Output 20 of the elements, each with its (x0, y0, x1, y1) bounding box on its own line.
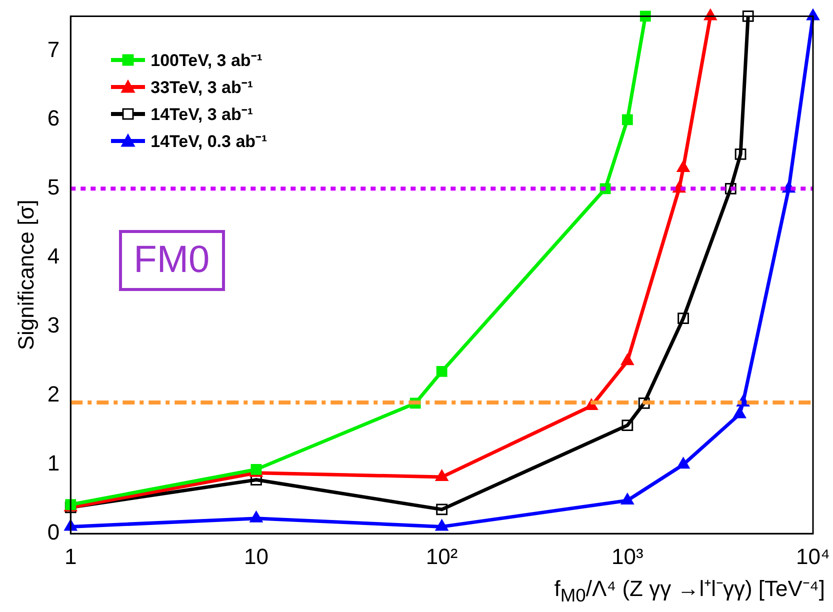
legend-label: 100TeV, 3 ab⁻¹ (150, 50, 262, 72)
y-tick-label: 0 (47, 520, 60, 545)
y-tick-label: 1 (47, 450, 60, 476)
y-tick-label: 6 (47, 106, 60, 131)
x-tick-label: 10 (244, 544, 268, 569)
y-axis-title: Significance [σ] (13, 200, 38, 350)
x-tick-label: 10³ (612, 544, 644, 569)
x-tick-label: 10⁴ (796, 544, 830, 569)
y-tick-label: 4 (47, 244, 60, 269)
legend-label: 14TeV, 0.3 ab⁻¹ (150, 131, 268, 152)
x-tick-label: 10² (426, 544, 458, 569)
y-tick-label: 2 (47, 382, 60, 407)
y-tick-label: 7 (47, 36, 60, 62)
x-tick-label: 1 (64, 544, 77, 569)
x-axis-title: f$_{M0}$/Λ⁴ (Z γγ →l⁺l⁻γγ) [TeV⁻⁴] (554, 575, 825, 606)
legend-label: 14TeV, 3 ab⁻¹ (150, 104, 254, 126)
annotation: FM0 (118, 230, 225, 292)
y-tick-label: 5 (47, 174, 60, 200)
legend-label: 33TeV, 3 ab⁻¹ (150, 77, 254, 98)
y-tick-label: 3 (47, 312, 60, 338)
